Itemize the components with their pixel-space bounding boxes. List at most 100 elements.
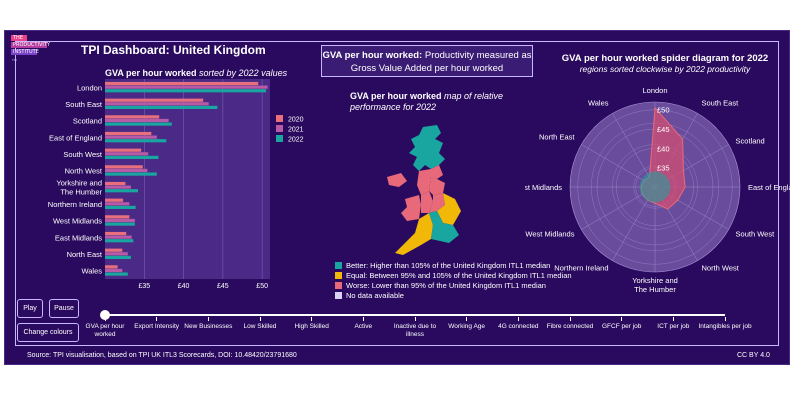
bar-2020 bbox=[105, 198, 124, 202]
bar-2022 bbox=[105, 189, 138, 193]
bar-2022 bbox=[105, 205, 136, 209]
map-region-wales[interactable] bbox=[401, 195, 421, 221]
logo-line: INSTITUTE bbox=[11, 49, 39, 55]
legend-swatch bbox=[276, 115, 283, 122]
timeline-tick bbox=[517, 317, 519, 321]
logo-line: TPI bbox=[12, 58, 17, 62]
timeline-step[interactable]: New Businesses bbox=[184, 323, 233, 330]
legend-label: 2021 bbox=[288, 127, 304, 134]
bar-2021 bbox=[105, 252, 128, 256]
map-legend-label: Equal: Between 95% and 105% of the Unite… bbox=[346, 271, 572, 280]
timeline-tick bbox=[724, 317, 726, 321]
bar-2020 bbox=[105, 181, 126, 186]
bar-2021 bbox=[105, 118, 169, 123]
map-region-london[interactable] bbox=[441, 225, 449, 231]
bar-2021 bbox=[105, 168, 148, 173]
map-legend-swatch bbox=[335, 282, 342, 289]
page-title: TPI Dashboard: United Kingdom bbox=[81, 43, 266, 57]
bar-2020 bbox=[105, 165, 143, 169]
bar-2020 bbox=[105, 81, 259, 86]
map-region-yorkshire[interactable] bbox=[429, 177, 445, 195]
timeline-tick bbox=[621, 317, 623, 321]
map-region-north-west[interactable] bbox=[417, 169, 431, 195]
timeline-step[interactable]: Fibre connected bbox=[546, 323, 594, 330]
map-legend-item: Worse: Lower than 95% of the United King… bbox=[335, 281, 546, 290]
bar-2022 bbox=[105, 255, 131, 259]
bar-category-label: West Midlands bbox=[53, 217, 102, 226]
bar-2020 bbox=[105, 98, 204, 102]
license-note: CC BY 4.0 bbox=[737, 352, 770, 359]
legend-swatch bbox=[276, 125, 283, 132]
timeline-step[interactable]: GFCF per job bbox=[601, 323, 642, 330]
bar-category-label: North East bbox=[67, 250, 103, 259]
inner-frame bbox=[15, 41, 779, 346]
map-region-north-east[interactable] bbox=[431, 165, 443, 179]
bar-2022 bbox=[105, 172, 157, 176]
bar-category-label: East Midlands bbox=[55, 233, 102, 242]
timeline-step[interactable]: GVA per hour worked bbox=[85, 323, 125, 338]
bar-category-label: East of England bbox=[49, 133, 102, 142]
bar-category-label: South West bbox=[63, 150, 103, 159]
map-region-scotland[interactable] bbox=[409, 125, 445, 171]
radar-median-marker bbox=[639, 171, 671, 203]
bar-2020 bbox=[105, 148, 142, 152]
bar-category-label: North West bbox=[65, 167, 103, 176]
timeline-handle[interactable] bbox=[100, 310, 110, 320]
map-region-northern-ireland[interactable] bbox=[387, 173, 407, 187]
bar-tick-label: £35 bbox=[138, 283, 150, 290]
radar-ring-label: £35 bbox=[657, 164, 670, 173]
timeline-step[interactable]: Low Skilled bbox=[243, 323, 277, 330]
bar-2021 bbox=[105, 235, 132, 239]
timeline-step[interactable]: Working Age bbox=[448, 323, 486, 330]
bar-2021 bbox=[105, 152, 149, 156]
radar-axis-label: North West bbox=[702, 264, 740, 273]
radar-axis-label: Northern Ireland bbox=[554, 264, 608, 273]
timeline-step[interactable]: Intangibles per job bbox=[698, 323, 752, 330]
bar-subtitle-bold: GVA per hour worked bbox=[105, 68, 197, 78]
radar-header: GVA per hour worked spider diagram for 2… bbox=[545, 53, 785, 74]
timeline-step[interactable]: Active bbox=[354, 323, 373, 330]
bar-tick-label: £45 bbox=[217, 283, 229, 290]
indicator-name: GVA per hour worked: bbox=[322, 50, 423, 61]
bar-tick-label: £50 bbox=[256, 283, 268, 290]
logo-line: THE bbox=[11, 35, 27, 41]
bar-2020 bbox=[105, 231, 127, 236]
timeline-step[interactable]: Export Intensity bbox=[134, 323, 180, 330]
pause-button[interactable]: Pause bbox=[49, 299, 79, 318]
indicator-title-box: GVA per hour worked: Productivity measur… bbox=[321, 45, 533, 77]
bar-2020 bbox=[105, 265, 118, 269]
map-region-south-west[interactable] bbox=[395, 213, 433, 255]
timeline-track[interactable] bbox=[105, 314, 725, 316]
map-legend-swatch bbox=[335, 292, 342, 299]
map-region-east-of-england[interactable] bbox=[437, 193, 461, 225]
map-legend-swatch bbox=[335, 272, 342, 279]
timeline-tick bbox=[414, 317, 416, 321]
uk-regional-map[interactable] bbox=[379, 125, 475, 265]
bar-2021 bbox=[105, 268, 123, 273]
bar-2021 bbox=[105, 218, 135, 223]
bar-category-label: South East bbox=[65, 100, 103, 109]
bar-category-label: Yorkshire and bbox=[56, 178, 102, 187]
radar-axis-label: West Midlands bbox=[525, 230, 574, 239]
timeline-tick bbox=[311, 317, 313, 321]
bar-2022 bbox=[105, 272, 128, 276]
map-legend-label: Worse: Lower than 95% of the United King… bbox=[346, 281, 546, 290]
timeline-step[interactable]: High Skilled bbox=[294, 323, 329, 330]
radar-ring-label: £50 bbox=[657, 106, 670, 115]
play-button[interactable]: Play bbox=[17, 299, 43, 318]
bar-2021 bbox=[105, 85, 268, 89]
change-colours-button[interactable]: Change colours bbox=[17, 323, 79, 342]
tpi-logo: THE PRODUCTIVITY INSTITUTE TPI bbox=[11, 33, 51, 63]
map-region-west-midlands[interactable] bbox=[421, 191, 433, 213]
timeline-tick bbox=[207, 317, 209, 321]
bar-2021 bbox=[105, 185, 131, 189]
map-legend-item: Better: Higher than 105% of the United K… bbox=[335, 261, 550, 270]
bar-2022 bbox=[105, 105, 218, 109]
timeline-step[interactable]: ICT per job bbox=[657, 323, 690, 330]
legend-label: 2022 bbox=[288, 137, 304, 144]
timeline-step[interactable]: Inactive due to illness bbox=[393, 323, 437, 338]
radar-axis-label: Yorkshire and bbox=[632, 276, 678, 285]
timeline-tick bbox=[259, 317, 261, 321]
radar-axis-label: East Midlands bbox=[525, 183, 562, 192]
timeline-step[interactable]: 4G connected bbox=[498, 323, 539, 330]
